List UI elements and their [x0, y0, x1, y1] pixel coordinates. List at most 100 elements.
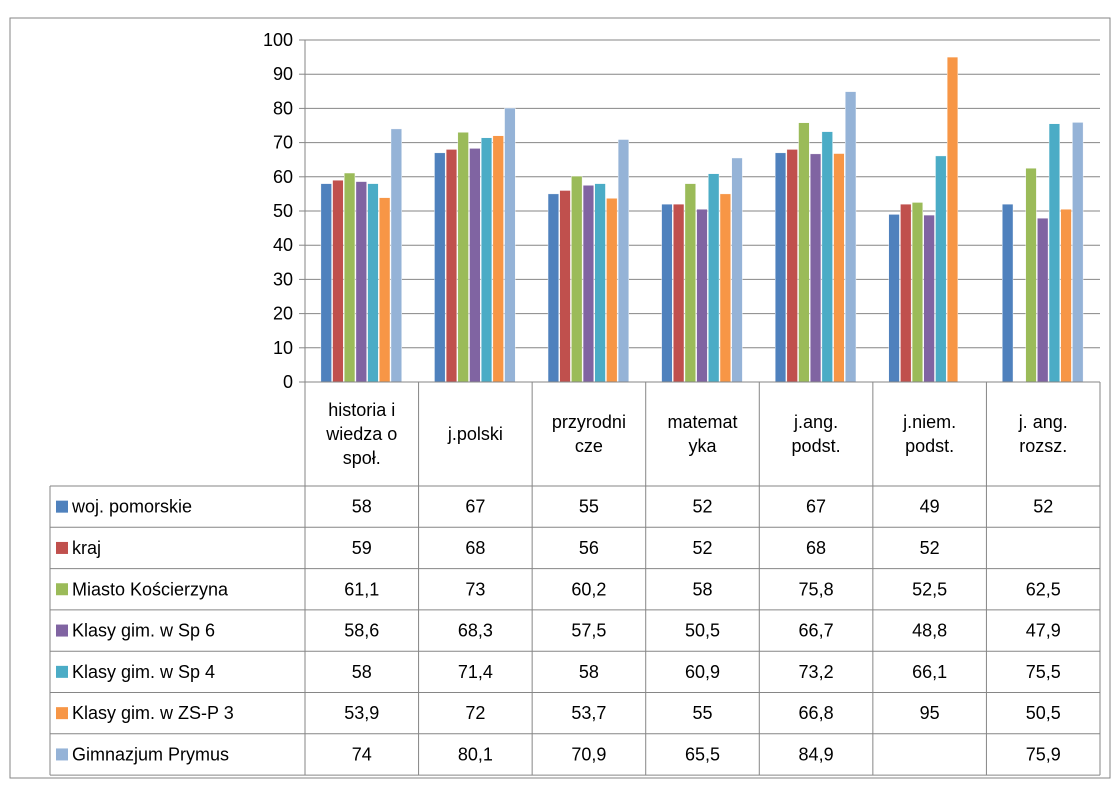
- data-table-value: 80,1: [458, 744, 493, 764]
- category-label: j. ang. rozsz.: [1018, 412, 1068, 456]
- data-table-value: 52: [1033, 497, 1053, 517]
- category-label: matemat yka: [667, 412, 737, 456]
- y-tick-label: 10: [273, 338, 293, 358]
- data-table-value: 70,9: [571, 744, 606, 764]
- bar: [833, 153, 845, 383]
- data-table-value: 68,3: [458, 621, 493, 641]
- bar: [708, 173, 720, 383]
- data-table-value: 48,8: [912, 621, 947, 641]
- bar: [731, 157, 743, 383]
- data-table: historia i wiedza o społ. j.polski przyrodni…: [49, 381, 1101, 776]
- data-table-value: 75,5: [1026, 662, 1061, 682]
- data-table-value: 72: [465, 703, 485, 723]
- data-table-value: 66,7: [799, 621, 834, 641]
- bar: [355, 181, 367, 383]
- data-table-value: 49: [920, 497, 940, 517]
- y-tick-label: 40: [273, 235, 293, 255]
- bar: [504, 107, 516, 383]
- category-label: historia i wiedza o społ.: [325, 400, 397, 468]
- data-table-value: 66,1: [912, 662, 947, 682]
- category-label: j.polski: [447, 424, 503, 444]
- y-axis: 0 10 20 30 40 50 60 70 80 90 100: [263, 30, 306, 392]
- data-table-value: 58: [692, 579, 712, 599]
- data-table-value: 62,5: [1026, 579, 1061, 599]
- legend-label: Klasy gim. w Sp 6: [72, 621, 215, 641]
- data-table-value: 68: [806, 538, 826, 558]
- bar: [457, 132, 469, 383]
- bar: [923, 214, 935, 383]
- bar: [1060, 209, 1072, 383]
- data-table-value: 67: [465, 497, 485, 517]
- data-table-value: 50,5: [1026, 703, 1061, 723]
- bar: [547, 193, 559, 383]
- data-table-value: 52: [920, 538, 940, 558]
- category-label: j.niem. podst.: [902, 412, 956, 456]
- bars: [320, 56, 1084, 383]
- category-label: j.ang. podst.: [792, 412, 841, 456]
- data-table-value: 52,5: [912, 579, 947, 599]
- bar: [810, 153, 822, 383]
- bar: [900, 203, 912, 383]
- data-table-value: 84,9: [799, 744, 834, 764]
- legend-key: [56, 748, 68, 761]
- data-table-value: 56: [579, 538, 599, 558]
- legend-label: Klasy gim. w ZS-P 3: [72, 703, 234, 723]
- legend-label: Gimnazjum Prymus: [72, 744, 229, 764]
- bar: [935, 155, 947, 383]
- y-tick-label: 20: [273, 304, 293, 324]
- data-table-value: 60,2: [571, 579, 606, 599]
- legend-label: Klasy gim. w Sp 4: [72, 662, 215, 682]
- data-table-value: 52: [692, 497, 712, 517]
- bar: [911, 202, 924, 383]
- data-table-value: 73: [465, 579, 485, 599]
- bar: [821, 131, 833, 383]
- bar: [696, 209, 708, 383]
- bar: [594, 183, 606, 383]
- bar: [390, 128, 402, 383]
- data-table-value: 58: [352, 497, 372, 517]
- bar: [469, 148, 481, 383]
- bar: [434, 152, 446, 383]
- legend-label: kraj: [72, 538, 101, 558]
- bar: [1037, 217, 1049, 383]
- data-table-value: 65,5: [685, 744, 720, 764]
- data-table-value: 71,4: [458, 662, 493, 682]
- data-table-value: 61,1: [344, 579, 379, 599]
- data-table-value: 57,5: [571, 621, 606, 641]
- y-tick-label: 30: [273, 269, 293, 289]
- category-label: przyrodni cze: [552, 412, 626, 456]
- legend-key: [56, 583, 68, 596]
- y-tick-label: 70: [273, 133, 293, 153]
- bar: [367, 183, 379, 383]
- data-table-value: 52: [692, 538, 712, 558]
- bar: [492, 135, 504, 383]
- data-table-value: 58: [352, 662, 372, 682]
- bar: [617, 139, 630, 383]
- data-table-value: 53,9: [344, 703, 379, 723]
- bar: [1002, 203, 1014, 383]
- legend-key: [56, 541, 68, 554]
- data-table-value: 47,9: [1026, 621, 1061, 641]
- data-table-value: 55: [692, 703, 712, 723]
- data-table-value: 59: [352, 538, 372, 558]
- bar: [606, 198, 618, 383]
- y-tick-label: 90: [273, 64, 293, 84]
- data-table-value: 74: [352, 744, 372, 764]
- bar: [845, 91, 857, 383]
- y-tick-label: 0: [283, 372, 293, 392]
- legend-key: [56, 707, 68, 720]
- y-tick-label: 60: [273, 167, 293, 187]
- data-table-value: 60,9: [685, 662, 720, 682]
- legend-key: [56, 500, 68, 513]
- bar: [661, 203, 673, 383]
- bar: [582, 185, 594, 383]
- bar: [684, 183, 696, 383]
- legend-key: [56, 665, 68, 678]
- bar: [786, 149, 798, 383]
- bar: [379, 197, 391, 383]
- data-table-value: 67: [806, 497, 826, 517]
- bar: [480, 137, 493, 383]
- bar: [946, 56, 959, 383]
- data-table-value: 73,2: [799, 662, 834, 682]
